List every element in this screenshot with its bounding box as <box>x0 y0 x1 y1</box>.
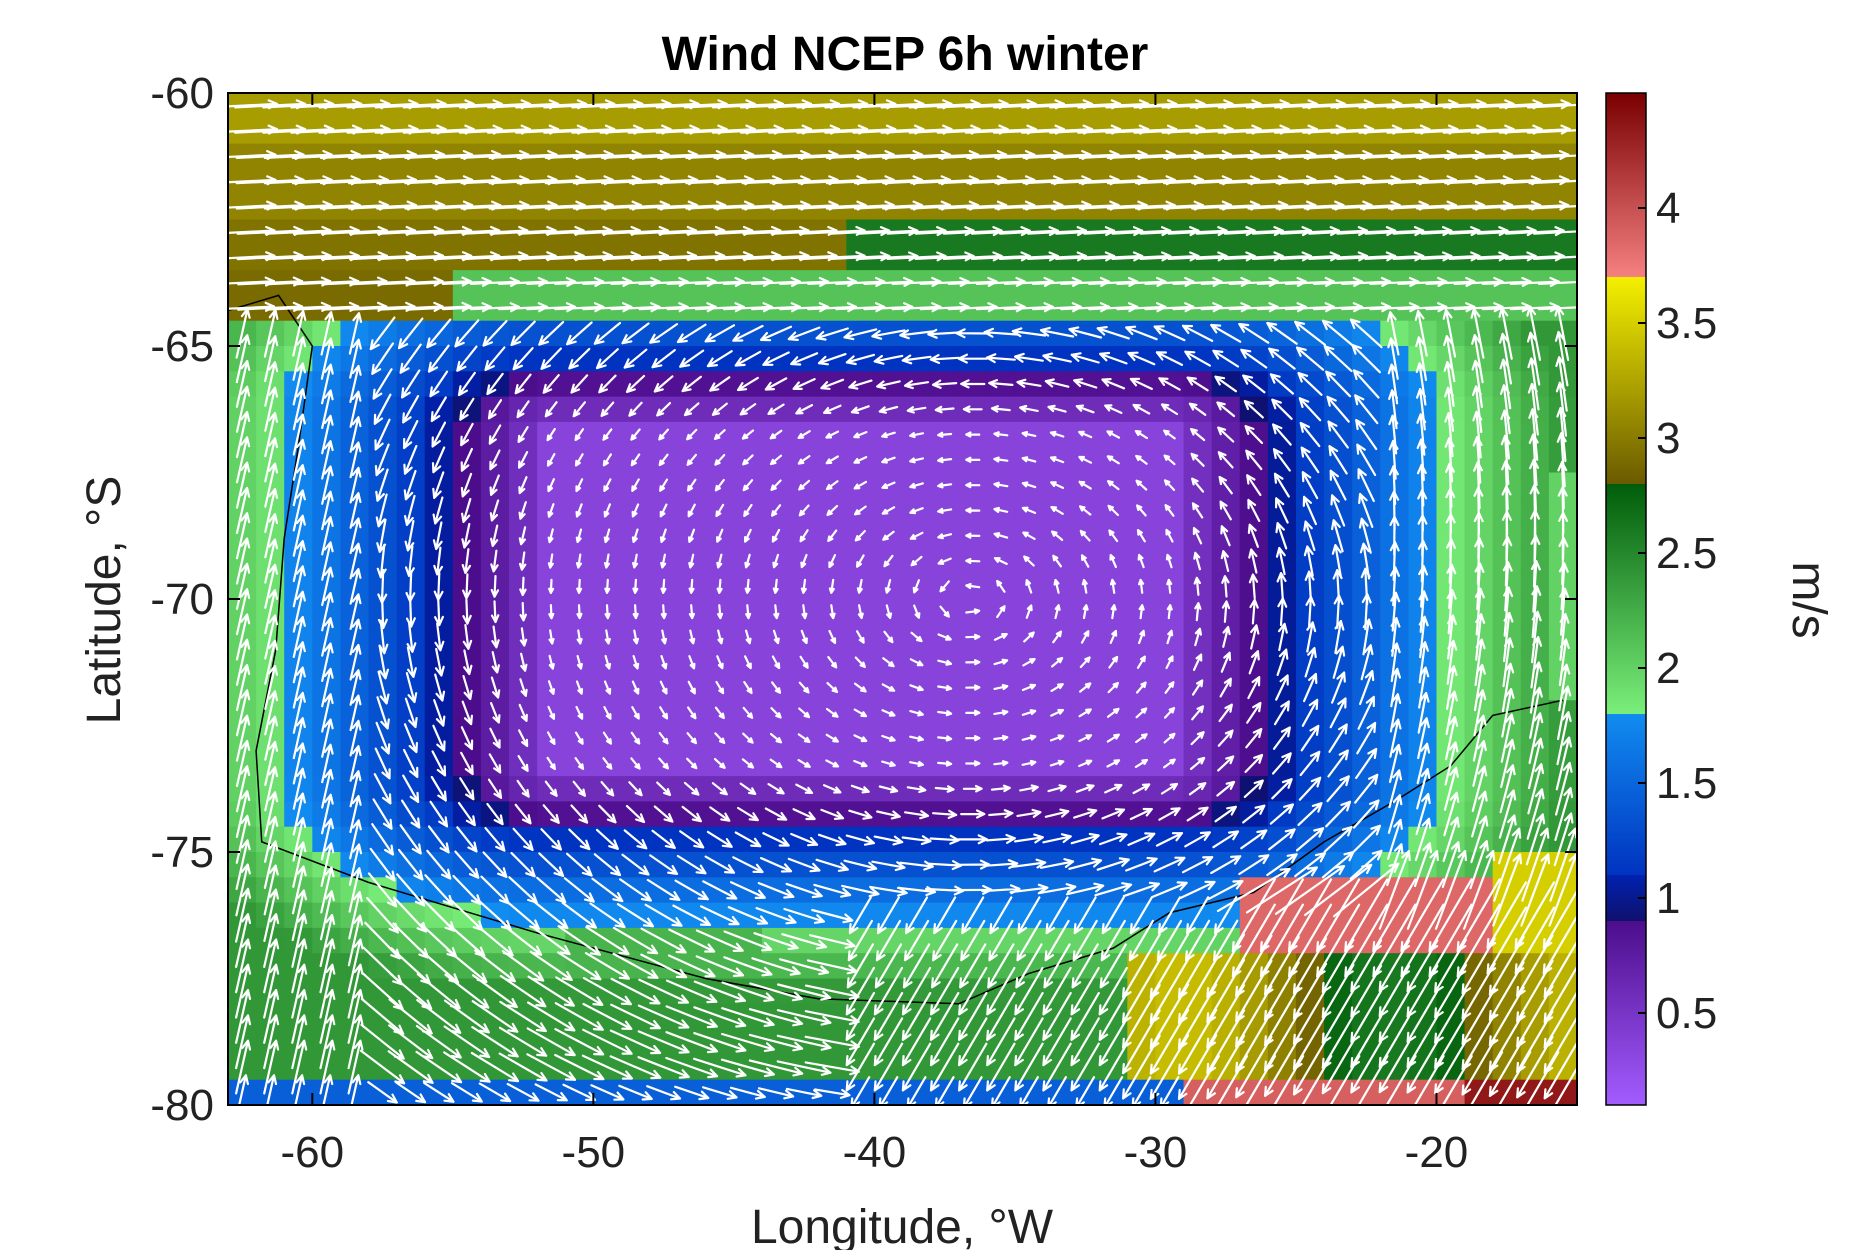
x-axis-label: Longitude, °W <box>751 1201 1054 1250</box>
chart-title: Wind NCEP 6h winter <box>662 28 1149 81</box>
colorbar-tick-label: 3.5 <box>1656 299 1717 348</box>
colorbar-tick-label: 0.5 <box>1656 989 1717 1038</box>
speed-heatmap <box>228 93 1577 1105</box>
colorbar-ticks: 0.5 1 1.5 2 2.5 3 3.5 4 <box>1638 184 1717 1038</box>
colorbar-tick-label: 4 <box>1656 184 1680 233</box>
y-tick-label: -60 <box>150 69 214 118</box>
x-tick-label: -40 <box>843 1128 907 1177</box>
y-tick-label: -65 <box>150 322 214 371</box>
colorbar-tick-label: 2.5 <box>1656 529 1717 578</box>
plot-area <box>228 93 1577 1105</box>
colorbar-tick-label: 3 <box>1656 414 1680 463</box>
y-tick-label: -80 <box>150 1081 214 1130</box>
colorbar-label: m/s <box>1782 561 1835 638</box>
x-tick-label: -20 <box>1405 1128 1469 1177</box>
y-tick-label: -75 <box>150 828 214 877</box>
x-tick-label: -50 <box>562 1128 626 1177</box>
x-tick-label: -60 <box>281 1128 345 1177</box>
y-tick-label: -70 <box>150 575 214 624</box>
colorbar: 0.5 1 1.5 2 2.5 3 3.5 4 m/s <box>1605 92 1835 1106</box>
colorbar-tick-label: 1.5 <box>1656 759 1717 808</box>
colorbar-gradient <box>1605 92 1647 1106</box>
colorbar-tick-label: 2 <box>1656 644 1680 693</box>
colorbar-tick-label: 1 <box>1656 874 1680 923</box>
y-axis-label: Latitude, °S <box>78 476 131 725</box>
x-tick-label: -30 <box>1124 1128 1188 1177</box>
